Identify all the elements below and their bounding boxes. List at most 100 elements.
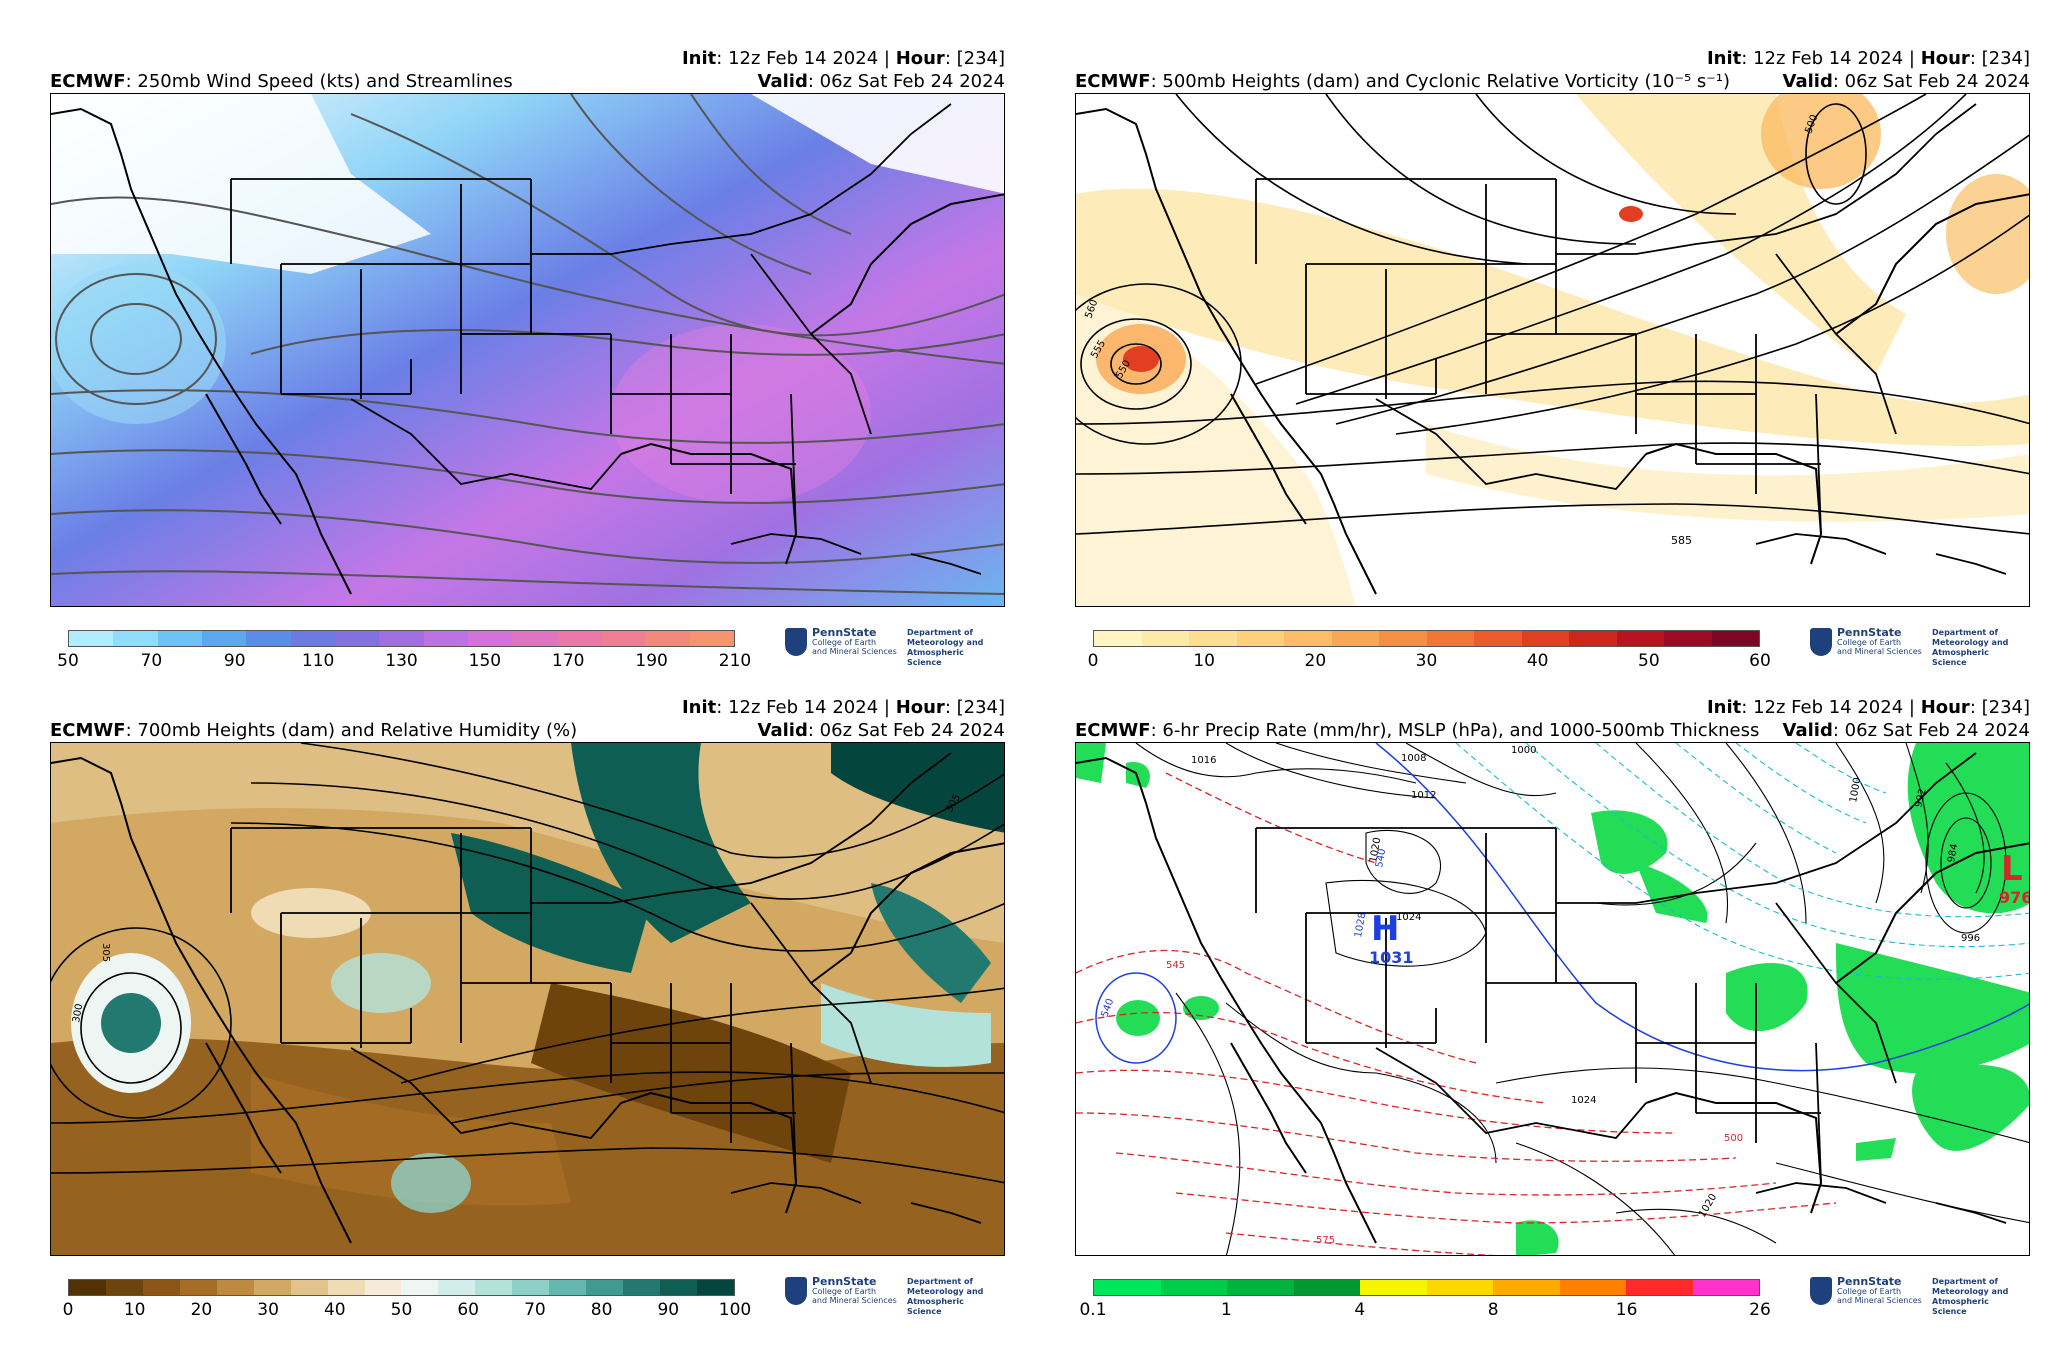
logo-dept: Department of Meteorology and Atmospheric …: [907, 1277, 984, 1316]
colorbar-swatch: [1094, 1280, 1161, 1295]
valid-line: Valid: 06z Sat Feb 24 2024: [1782, 71, 2030, 92]
colorbar-ticks: 0 10 20 30 40 50 60: [1088, 651, 1771, 675]
colorbar-swatch: [364, 1280, 402, 1295]
panel-title: ECMWF: 250mb Wind Speed (kts) and Stream…: [50, 71, 513, 92]
colorbar-swatch: [69, 631, 114, 646]
pennstate-logo: PennState College of Earth and Mineral Sc…: [1810, 1275, 2025, 1316]
colorbar-swatch: [556, 631, 601, 646]
colorbar-tick-label: 110: [301, 651, 335, 671]
colorbar-swatch: [689, 631, 734, 646]
colorbar-swatch: [216, 1280, 254, 1295]
colorbar-swatch: [1094, 631, 1142, 646]
logo-dept: Department of Meteorology and Atmospheric …: [1932, 628, 2009, 667]
init-line: Init: 12z Feb 14 2024 | Hour: [234]: [1706, 48, 2030, 69]
colorbar-tick-label: 80: [590, 1300, 613, 1320]
colorbar-swatch: [1569, 631, 1617, 646]
svg-text:575: 575: [1316, 1235, 1335, 1246]
colorbar-tick-label: 0: [1087, 651, 1099, 671]
panel-500mb-vorticity: Init: 12z Feb 14 2024 | Hour: [234] ECMW…: [1075, 48, 2070, 688]
logo-college: College of Earth and Mineral Sciences: [1837, 1287, 1922, 1305]
colorbar-swatch: [1616, 631, 1664, 646]
colorbar-swatch: [1189, 631, 1237, 646]
colorbar-swatch: [600, 631, 646, 646]
colorbar-tick-label: 60: [457, 1300, 480, 1320]
colorbar-swatch: [1493, 1280, 1560, 1295]
init-line: Init: 12z Feb 14 2024 | Hour: [234]: [681, 48, 1005, 69]
low-pressure-value: 976: [1999, 888, 2030, 907]
colorbar-tick-label: 130: [385, 651, 418, 671]
shield-icon: [785, 1277, 807, 1305]
colorbar-tick-label: 10: [123, 1300, 146, 1320]
colorbar-swatch: [586, 1280, 624, 1295]
colorbar-swatch: [157, 631, 202, 646]
valid-line: Valid: 06z Sat Feb 24 2024: [757, 720, 1005, 741]
colorbar-swatch: [1236, 631, 1284, 646]
pennstate-logo: PennState College of Earth and Mineral Sc…: [785, 626, 1000, 667]
panel-precip-mslp: Init: 12z Feb 14 2024 | Hour: [234] ECMW…: [1075, 697, 2070, 1337]
colorbar-swatch: [1521, 631, 1569, 646]
colorbar-tick-label: 150: [468, 651, 502, 671]
shield-icon: [785, 628, 807, 656]
colorbar-tick-label: 50: [390, 1300, 413, 1320]
valid-line: Valid: 06z Sat Feb 24 2024: [757, 71, 1005, 92]
svg-text:1008: 1008: [1401, 753, 1426, 764]
svg-text:545: 545: [1166, 960, 1185, 971]
map-250mb: [50, 93, 1005, 607]
colorbar-tick-label: 4: [1354, 1300, 1366, 1320]
colorbar-tick-label: 40: [323, 1300, 346, 1320]
colorbar-swatch: [1426, 631, 1474, 646]
logo-college: College of Earth and Mineral Sciences: [812, 638, 897, 656]
svg-text:996: 996: [1961, 933, 1980, 944]
colorbar: [1093, 1279, 1760, 1296]
colorbar-swatch: [1474, 631, 1522, 646]
colorbar-swatch: [438, 1280, 476, 1295]
colorbar-tick-label: 8: [1487, 1300, 1499, 1320]
svg-text:1000: 1000: [1511, 745, 1536, 756]
logo-name: PennState: [812, 1275, 877, 1288]
colorbar-swatch: [379, 631, 424, 646]
colorbar-tick-label: 10: [1193, 651, 1215, 671]
svg-text:540: 540: [1374, 848, 1388, 869]
colorbar-tick-label: 30: [1415, 651, 1438, 671]
map-700mb: 305 300 305: [50, 742, 1005, 1256]
colorbar: [68, 1279, 735, 1296]
logo-college: College of Earth and Mineral Sciences: [1837, 638, 1922, 656]
colorbar-swatch: [467, 631, 513, 646]
high-pressure-marker: H: [1371, 909, 1399, 949]
colorbar-swatch: [253, 1280, 291, 1295]
valid-line: Valid: 06z Sat Feb 24 2024: [1782, 720, 2030, 741]
colorbar-tick-label: 16: [1615, 1300, 1638, 1320]
colorbar-swatch: [334, 631, 380, 646]
colorbar-tick-label: 1: [1220, 1300, 1232, 1320]
high-pressure-value: 1031: [1369, 948, 1414, 967]
svg-text:984: 984: [1946, 843, 1960, 864]
colorbar-swatch: [1626, 1280, 1693, 1295]
colorbar-swatch: [623, 1280, 660, 1295]
colorbar-swatch: [290, 631, 335, 646]
svg-text:500: 500: [1724, 1133, 1743, 1144]
colorbar-swatch: [201, 631, 247, 646]
colorbar-swatch: [401, 1280, 439, 1295]
colorbar-swatch: [696, 1280, 734, 1295]
low-pressure-marker: L: [2001, 849, 2023, 889]
colorbar-tick-label: 90: [223, 651, 246, 671]
colorbar-tick-label: 60: [1749, 651, 1771, 671]
colorbar-tick-label: 90: [657, 1300, 680, 1320]
colorbar-tick-label: 20: [1304, 651, 1327, 671]
logo-dept: Department of Meteorology and Atmospheric …: [1932, 1277, 2009, 1316]
colorbar-swatch: [1711, 631, 1759, 646]
panel-250mb-wind: Init: 12z Feb 14 2024 | Hour: [234] ECMW…: [50, 48, 1050, 688]
colorbar-swatch: [1360, 1280, 1427, 1295]
panel-title: ECMWF: 700mb Heights (dam) and Relative …: [50, 720, 578, 741]
colorbar-tick-label: 0.1: [1079, 1300, 1107, 1320]
colorbar-swatch: [290, 1280, 328, 1295]
colorbar-tick-label: 0: [62, 1300, 74, 1320]
logo-name: PennState: [812, 626, 877, 639]
colorbar-swatch: [475, 1280, 513, 1295]
colorbar-swatch: [1664, 631, 1712, 646]
colorbar-tick-label: 50: [57, 651, 79, 671]
colorbar-tick-label: 40: [1526, 651, 1549, 671]
svg-text:1024: 1024: [1571, 1095, 1596, 1106]
colorbar-tick-label: 210: [718, 651, 752, 671]
svg-text:585: 585: [1671, 534, 1692, 547]
